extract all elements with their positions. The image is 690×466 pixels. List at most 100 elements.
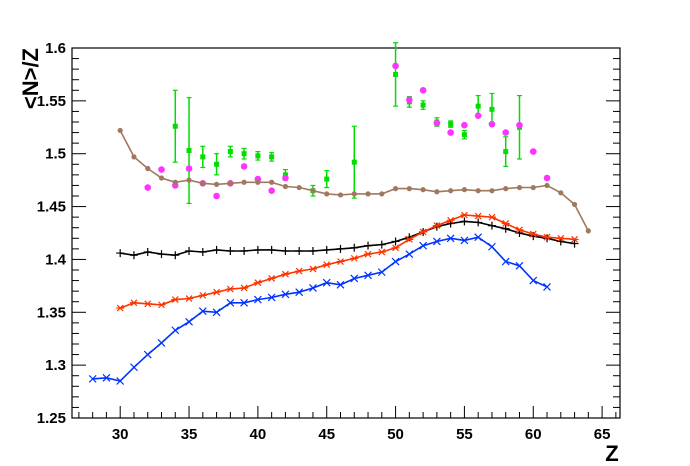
- data-point: [501, 224, 510, 233]
- data-point: [489, 188, 495, 194]
- data-point: [461, 187, 468, 193]
- data-point: [322, 261, 331, 269]
- data-point: [268, 187, 275, 195]
- data-point: [172, 123, 178, 129]
- data-point: [281, 246, 290, 255]
- data-point: [474, 212, 483, 220]
- data-point: [336, 280, 345, 289]
- data-point: [543, 282, 551, 291]
- data-point: [419, 86, 427, 94]
- data-point: [391, 257, 400, 266]
- data-point: [214, 161, 220, 167]
- series-3: [117, 127, 591, 234]
- data-point: [419, 228, 428, 236]
- data-point: [240, 298, 249, 307]
- data-point: [253, 245, 262, 254]
- data-point: [501, 257, 510, 266]
- y-tick-label: 1.5: [45, 146, 66, 163]
- data-point: [129, 251, 138, 260]
- data-point: [281, 290, 290, 299]
- data-point: [544, 182, 550, 189]
- data-point: [130, 363, 138, 372]
- data-point: [447, 129, 454, 136]
- data-point: [515, 261, 524, 270]
- x-tick-label: 55: [456, 426, 473, 443]
- data-point: [351, 159, 357, 165]
- data-point: [253, 295, 262, 304]
- data-point: [255, 153, 261, 159]
- data-point: [393, 71, 399, 77]
- data-point: [392, 186, 399, 192]
- data-point: [116, 304, 125, 312]
- data-point: [267, 275, 276, 282]
- y-tick-label: 1.25: [37, 410, 66, 427]
- data-point: [351, 191, 357, 197]
- data-point: [337, 192, 344, 198]
- data-point: [282, 183, 289, 190]
- series-line: [120, 220, 575, 257]
- data-point: [267, 293, 276, 302]
- series-line: [119, 214, 575, 309]
- axes: 1.25 1.3 1.35 1.4 1.45 1.5 1.55 1.6 30 35 40 45 50 55…: [37, 40, 620, 443]
- data-point: [226, 285, 235, 293]
- data-point: [379, 191, 385, 197]
- data-point: [186, 177, 192, 183]
- data-point: [308, 265, 317, 273]
- data-point: [488, 120, 496, 128]
- data-point: [131, 154, 137, 160]
- series-5: [116, 211, 579, 312]
- data-point: [200, 154, 206, 160]
- data-point: [406, 96, 413, 104]
- data-point: [474, 233, 483, 242]
- data-point: [529, 148, 537, 155]
- data-point: [295, 246, 304, 255]
- data-point: [434, 189, 440, 195]
- data-point: [129, 299, 138, 307]
- data-point: [116, 377, 125, 385]
- data-point: [200, 180, 206, 186]
- data-point: [474, 218, 483, 227]
- data-point: [529, 276, 538, 285]
- data-point: [516, 184, 523, 191]
- data-point: [377, 268, 386, 277]
- data-point: [503, 186, 509, 192]
- data-point: [556, 234, 565, 242]
- data-point: [226, 246, 235, 255]
- data-point: [143, 300, 152, 308]
- data-point: [503, 149, 509, 155]
- data-point: [158, 166, 165, 173]
- data-point: [198, 291, 207, 299]
- data-point: [391, 244, 400, 252]
- data-point: [117, 127, 123, 134]
- data-point: [171, 326, 180, 335]
- x-tick-label: 65: [594, 426, 611, 443]
- data-point: [144, 184, 152, 191]
- data-point: [241, 151, 247, 157]
- data-point: [392, 62, 399, 70]
- data-point: [543, 174, 551, 182]
- data-point: [143, 350, 152, 359]
- data-point: [295, 267, 304, 275]
- data-point: [377, 248, 386, 256]
- data-point: [269, 179, 275, 185]
- data-point: [365, 191, 371, 197]
- data-point: [336, 244, 345, 253]
- data-point: [157, 250, 166, 259]
- data-point: [322, 278, 331, 287]
- data-point: [461, 132, 467, 138]
- data-point: [446, 216, 455, 224]
- x-tick-label: 30: [112, 426, 129, 443]
- data-point: [570, 235, 579, 243]
- data-point: [186, 148, 192, 154]
- y-tick-label: 1.3: [45, 357, 66, 374]
- data-point: [489, 106, 495, 112]
- data-point: [350, 274, 359, 283]
- x-tick-label: 50: [387, 426, 404, 443]
- y-tick-label: 1.45: [37, 199, 66, 216]
- data-point: [516, 121, 523, 129]
- data-point: [460, 217, 469, 226]
- series-line: [92, 236, 548, 382]
- data-point: [198, 248, 207, 257]
- data-point: [475, 103, 481, 109]
- x-tick-label: 45: [318, 426, 335, 443]
